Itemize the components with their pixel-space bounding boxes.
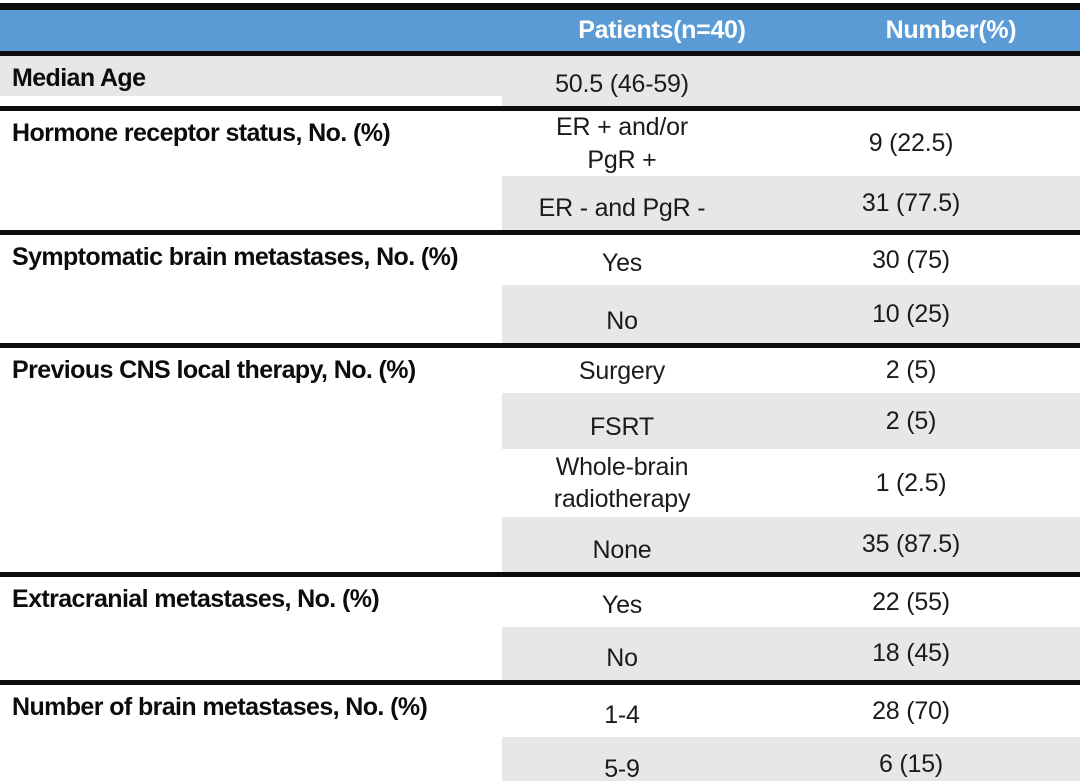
header-cell-empty — [0, 10, 502, 51]
value-cell-extracranial-no: 18 (45) — [742, 627, 1080, 680]
category-cell-whole-brain-radiotherapy: Whole-brain radiotherapy — [553, 452, 691, 514]
group-extracranial-metastases: Extracranial metastases, No. (%) Yes 22 … — [0, 577, 1080, 685]
value-cell-whole-brain-radiotherapy: 1 (2.5) — [875, 468, 947, 497]
row-label-number-of-brain-metastases: Number of brain metastases, No. (%) — [12, 693, 428, 721]
value-cell-fsrt: 2 (5) — [742, 393, 1080, 449]
group-hormone-receptor-status: Hormone receptor status, No. (%) ER + an… — [0, 111, 1080, 235]
value-cell-er-pos: 9 (22.5) — [868, 129, 954, 157]
table-header-row: Patients(n=40) Number(%) — [0, 10, 1080, 56]
row-label-symptomatic-brain-metastases: Symptomatic brain metastases, No. (%) — [12, 243, 459, 271]
category-cell-5-9: 5-9 — [502, 737, 742, 781]
row-label-previous-cns-local-therapy: Previous CNS local therapy, No. (%) — [12, 356, 416, 384]
category-cell-none: None — [502, 517, 742, 572]
group-number-of-brain-metastases: Number of brain metastases, No. (%) 1-4 … — [0, 685, 1080, 781]
category-cell-median-age: 50.5 (46-59) — [502, 56, 742, 106]
category-cell-fsrt: FSRT — [502, 393, 742, 449]
group-previous-cns-local-therapy: Previous CNS local therapy, No. (%) Surg… — [0, 348, 1080, 577]
group-symptomatic-brain-metastases: Symptomatic brain metastases, No. (%) Ye… — [0, 235, 1080, 348]
patient-characteristics-table: Patients(n=40) Number(%) Median Age 50.5… — [0, 3, 1080, 781]
category-cell-symptomatic-no: No — [502, 285, 742, 343]
category-cell-er-pos: ER + and/or PgR + — [556, 113, 688, 174]
value-cell-symptomatic-no: 10 (25) — [742, 285, 1080, 343]
value-cell-5-9: 6 (15) — [742, 737, 1080, 781]
header-cell-number: Number(%) — [885, 16, 1017, 44]
category-cell-symptomatic-yes: Yes — [601, 249, 643, 277]
row-label-extracranial-metastases: Extracranial metastases, No. (%) — [12, 585, 380, 613]
value-cell-extracranial-yes: 22 (55) — [872, 587, 950, 616]
group-median-age: Median Age 50.5 (46-59) — [0, 56, 1080, 111]
category-cell-extracranial-yes: Yes — [601, 591, 643, 619]
category-cell-extracranial-no: No — [502, 627, 742, 680]
category-cell-surgery: Surgery — [578, 357, 666, 385]
value-cell-symptomatic-yes: 30 (75) — [872, 245, 950, 274]
header-cell-patients: Patients(n=40) — [578, 16, 746, 44]
value-cell-1-4: 28 (70) — [872, 696, 950, 725]
value-cell-surgery: 2 (5) — [885, 356, 937, 384]
value-cell-none: 35 (87.5) — [742, 517, 1080, 572]
category-cell-er-neg: ER - and PgR - — [502, 176, 742, 230]
value-cell-median-age — [742, 56, 1080, 106]
row-label-median-age: Median Age — [0, 56, 502, 96]
row-label-hormone-receptor-status: Hormone receptor status, No. (%) — [12, 119, 391, 147]
value-cell-er-neg: 31 (77.5) — [742, 176, 1080, 230]
category-cell-1-4: 1-4 — [604, 701, 640, 729]
